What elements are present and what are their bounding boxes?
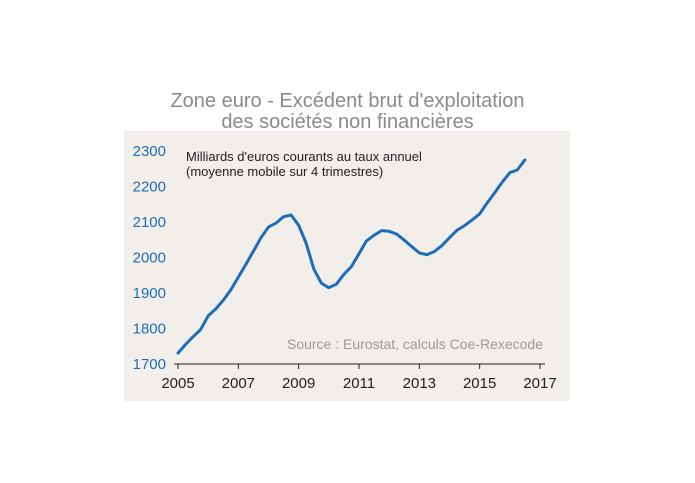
- y-tick-label: 1900: [133, 285, 166, 302]
- x-tick-label: 2005: [161, 375, 194, 392]
- chart-title: Zone euro - Excédent brut d'exploitation: [170, 90, 525, 112]
- source-note: Source : Eurostat, calculs Coe-Rexecode: [287, 336, 543, 352]
- x-tick-label: 2013: [403, 375, 436, 392]
- x-tick-label: 2015: [463, 375, 496, 392]
- y-tick-label: 2300: [133, 143, 166, 160]
- y-axis-labels: 2300 2200 2100 2000 1900 1800 1700: [133, 143, 166, 373]
- x-tick-label: 2017: [523, 375, 556, 392]
- x-tick-label: 2007: [222, 375, 255, 392]
- chart-panel: [124, 131, 570, 401]
- chart-title-line-2: des sociétés non financières: [221, 111, 474, 133]
- y-tick-label: 1800: [133, 321, 166, 338]
- x-tick-label: 2011: [343, 375, 375, 392]
- x-tick-label: 2009: [282, 375, 315, 392]
- chart-subtitle-line-2: (moyenne mobile sur 4 trimestres): [186, 164, 383, 179]
- chart-subtitle-line-1: Milliards d'euros courants au taux annue…: [186, 149, 422, 164]
- series-line: [176, 158, 527, 355]
- x-axis-labels: 2005 2007 2009 2011 2013 2015 2017: [161, 375, 556, 392]
- y-tick-label: 2000: [133, 250, 166, 267]
- y-tick-label: 1700: [133, 356, 166, 373]
- x-axis-ticks: [177, 364, 541, 369]
- y-tick-label: 2200: [133, 179, 166, 196]
- y-tick-label: 2100: [133, 214, 166, 231]
